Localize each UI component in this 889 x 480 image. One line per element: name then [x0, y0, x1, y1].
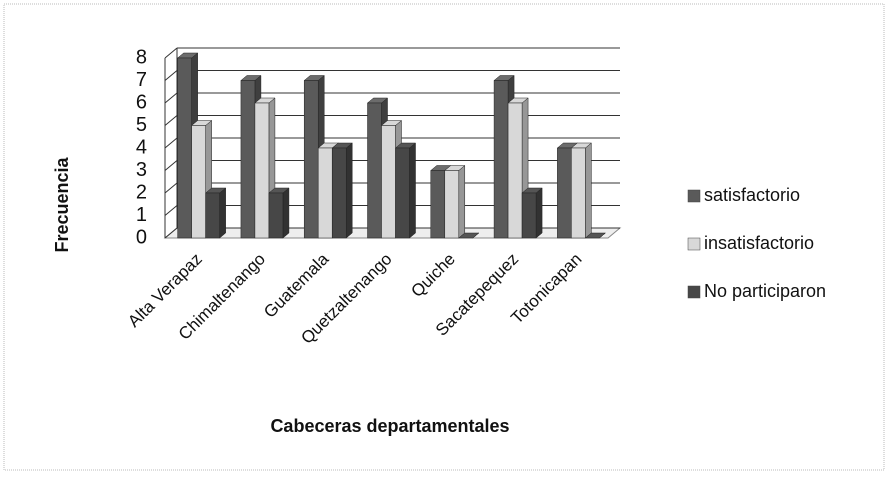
- grid-side: [164, 137, 178, 149]
- bar: [268, 192, 284, 239]
- bar: [381, 125, 396, 239]
- bar-side: [409, 142, 416, 239]
- y-tick-label: 1: [136, 204, 147, 226]
- bar: [254, 102, 270, 239]
- legend-label: insatisfactorio: [704, 233, 814, 253]
- grid-side: [164, 115, 178, 126]
- bar: [205, 192, 220, 239]
- bar-side: [282, 187, 290, 239]
- y-tick-label: 2: [136, 181, 147, 203]
- bar: [395, 147, 410, 239]
- legend-label: No participaron: [704, 281, 826, 301]
- y-tick-label: 6: [136, 91, 147, 113]
- legend-swatch: [687, 189, 701, 203]
- bar-top: [458, 232, 480, 239]
- bar: [331, 147, 347, 239]
- bar: [303, 80, 319, 239]
- y-tick-label: 8: [136, 46, 147, 68]
- legend-label: satisfactorio: [704, 185, 800, 205]
- bar: [444, 170, 460, 239]
- bar-side: [458, 164, 466, 239]
- bar: [317, 147, 333, 239]
- legend-swatch: [687, 237, 701, 251]
- bar-top: [584, 232, 607, 239]
- y-axis-title: Frecuencia: [52, 156, 72, 252]
- y-tick-label: 7: [136, 69, 147, 91]
- bar: [521, 192, 537, 239]
- grid-side: [164, 227, 178, 239]
- bar: [507, 102, 523, 239]
- bar: [177, 57, 192, 239]
- legend-swatch: [687, 285, 701, 299]
- bar-side: [535, 187, 543, 239]
- bar: [571, 147, 586, 239]
- y-tick-label: 0: [136, 226, 147, 248]
- grid-side: [164, 47, 178, 59]
- bar: [493, 80, 509, 239]
- bar-side: [585, 142, 592, 239]
- grid-side: [164, 160, 178, 171]
- y-tick-label: 4: [136, 136, 147, 158]
- grid-side: [164, 92, 178, 104]
- bar: [191, 125, 206, 239]
- bar-side: [219, 187, 226, 239]
- grid-side: [164, 70, 178, 81]
- grid-side: [164, 182, 178, 194]
- y-tick-label: 5: [136, 114, 147, 136]
- bar: [240, 80, 256, 239]
- y-tick-label: 3: [136, 159, 147, 181]
- x-axis-title: Cabeceras departamentales: [270, 416, 509, 436]
- bar: [557, 147, 572, 239]
- bar-side: [345, 142, 353, 239]
- grid-side: [164, 205, 178, 216]
- bar: [430, 170, 446, 239]
- bar: [367, 102, 382, 239]
